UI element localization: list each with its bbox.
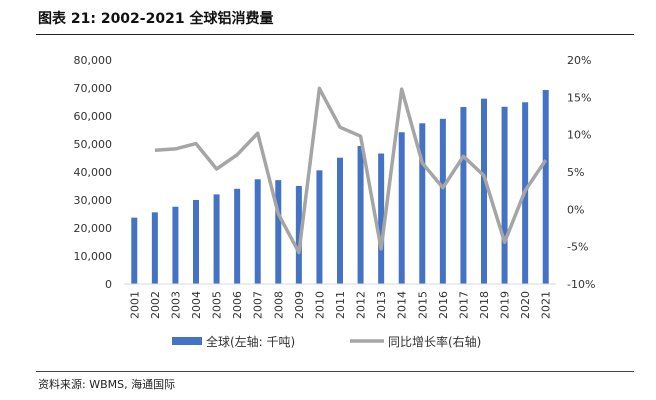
x-tick-label: 2011 xyxy=(334,291,347,319)
x-tick-label: 2004 xyxy=(190,291,203,319)
right-tick-label: 5% xyxy=(567,166,584,179)
left-tick-label: 50,000 xyxy=(74,138,113,151)
right-tick-label: 20% xyxy=(567,54,591,67)
bar-2012 xyxy=(357,145,364,284)
x-tick-label: 2016 xyxy=(437,291,450,319)
right-axis-ticks: -10% -5% 0% 5% 10% 15% 20% xyxy=(567,54,595,291)
legend-bar-label: 全球(左轴: 千吨) xyxy=(206,334,295,349)
x-tick-label: 2003 xyxy=(169,291,182,319)
left-tick-label: 20,000 xyxy=(74,222,113,235)
bar-2013 xyxy=(378,153,385,284)
x-tick-label: 2001 xyxy=(128,291,141,319)
right-tick-label: 10% xyxy=(567,129,591,142)
left-tick-label: 70,000 xyxy=(74,82,113,95)
x-tick-label: 2002 xyxy=(149,291,162,319)
legend-line-label: 同比增长率(右轴) xyxy=(388,334,481,349)
bar-2018 xyxy=(481,98,487,284)
x-tick-label: 2018 xyxy=(478,291,491,319)
bar-2015 xyxy=(419,123,426,284)
left-tick-label: 30,000 xyxy=(74,194,113,207)
x-tick-label: 2007 xyxy=(252,291,265,319)
bar-2011 xyxy=(337,157,343,284)
x-tick-label: 2017 xyxy=(457,291,470,319)
footer-divider xyxy=(36,371,634,372)
x-tick-label: 2014 xyxy=(396,291,409,319)
source-note: 资料来源: WBMS, 海通国际 xyxy=(38,378,176,391)
left-tick-label: 10,000 xyxy=(74,250,113,263)
legend-bar-swatch xyxy=(172,337,202,345)
x-tick-label: 2013 xyxy=(375,291,388,319)
bar-2016 xyxy=(439,118,446,284)
right-tick-label: 0% xyxy=(567,203,584,216)
x-tick-label: 2010 xyxy=(313,291,326,319)
bar-2014 xyxy=(398,132,405,284)
right-tick-label: -10% xyxy=(567,278,595,291)
x-axis-ticks: 2001 2002 2003 2004 2005 2006 2007 2008 2009 2010… xyxy=(128,291,552,319)
growth-rate-line xyxy=(154,86,548,255)
legend: 全球(左轴: 千吨) 同比增长率(右轴) xyxy=(172,334,481,349)
x-tick-label: 2020 xyxy=(519,291,532,319)
chart-title: 图表 21: 2002-2021 全球铝消费量 xyxy=(38,11,274,27)
left-tick-label: 80,000 xyxy=(74,54,113,67)
bar-2010 xyxy=(316,170,323,284)
bar-2003 xyxy=(172,206,179,284)
x-tick-label: 2021 xyxy=(540,291,553,319)
x-tick-label: 2012 xyxy=(355,291,368,319)
bar-2006 xyxy=(234,188,241,284)
bar-2017 xyxy=(460,107,467,284)
x-tick-label: 2005 xyxy=(211,291,224,319)
bar-2001 xyxy=(131,217,138,284)
bar-2002 xyxy=(151,212,158,284)
bar-2005 xyxy=(213,194,220,284)
left-tick-label: 60,000 xyxy=(74,110,113,123)
x-tick-label: 2006 xyxy=(231,291,244,319)
bar-2021 xyxy=(542,89,549,285)
bar-2004 xyxy=(193,200,199,284)
right-tick-label: -5% xyxy=(567,241,588,254)
x-tick-label: 2015 xyxy=(416,291,429,319)
title-divider xyxy=(36,34,634,35)
bar-2007 xyxy=(254,179,261,284)
bar-2019 xyxy=(501,106,508,284)
bar-2008 xyxy=(275,180,282,284)
x-tick-label: 2009 xyxy=(293,291,306,319)
x-tick-label: 2008 xyxy=(272,291,285,319)
bar-2009 xyxy=(295,186,302,284)
x-tick-label: 2019 xyxy=(499,291,512,319)
right-tick-label: 15% xyxy=(567,91,591,104)
left-tick-label: 40,000 xyxy=(74,166,113,179)
left-tick-label: 0 xyxy=(105,278,112,291)
left-axis-ticks: 0 10,000 20,000 30,000 40,000 50,000 60,000 70,… xyxy=(74,54,113,291)
